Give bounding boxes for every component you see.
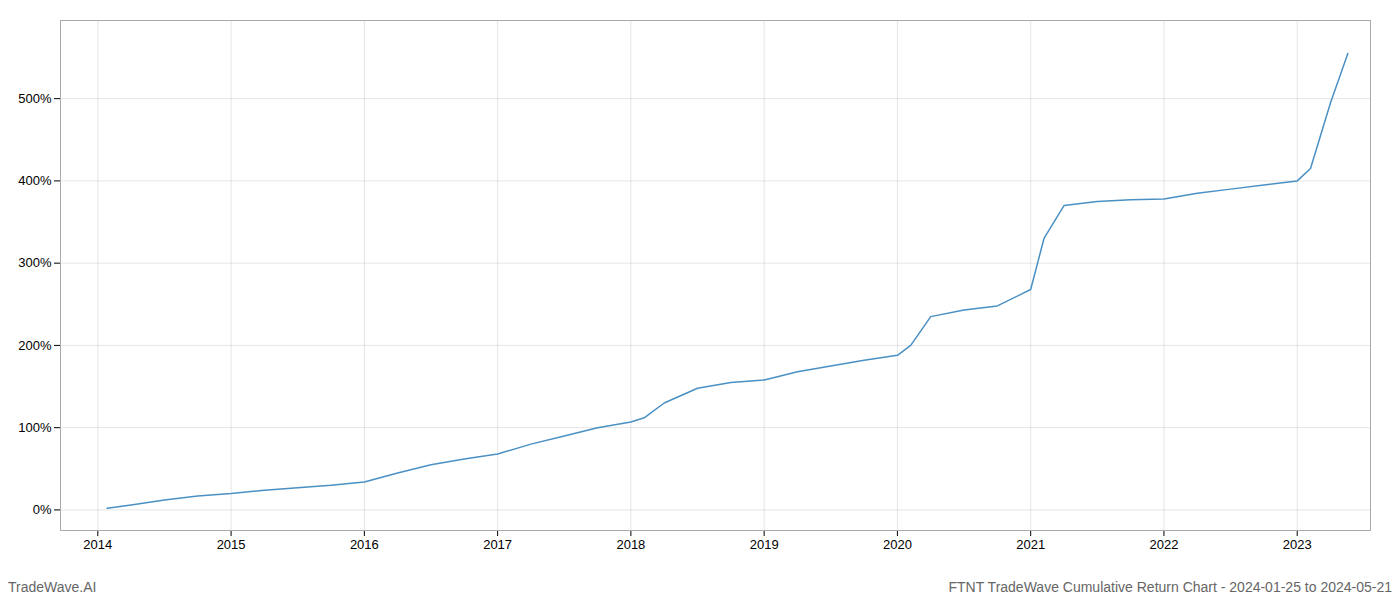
svg-text:2021: 2021 [1016,537,1045,552]
svg-text:500%: 500% [18,91,52,106]
svg-text:100%: 100% [18,420,52,435]
svg-text:400%: 400% [18,173,52,188]
svg-text:2019: 2019 [750,537,779,552]
svg-text:2017: 2017 [483,537,512,552]
svg-text:2022: 2022 [1149,537,1178,552]
svg-text:2016: 2016 [350,537,379,552]
html-text:FTNT TradeWave Cumulative Retu: FTNT TradeWave Cumulative Return Chart -… [948,579,1392,595]
svg-text:2018: 2018 [616,537,645,552]
svg-text:2015: 2015 [217,537,246,552]
html-text:TradeWave.AI: TradeWave.AI [8,579,97,595]
svg-text:2014: 2014 [83,537,112,552]
svg-text:2023: 2023 [1283,537,1312,552]
svg-text:200%: 200% [18,338,52,353]
svg-text:2020: 2020 [883,537,912,552]
svg-text:300%: 300% [18,255,52,270]
svg-text:0%: 0% [33,502,52,517]
